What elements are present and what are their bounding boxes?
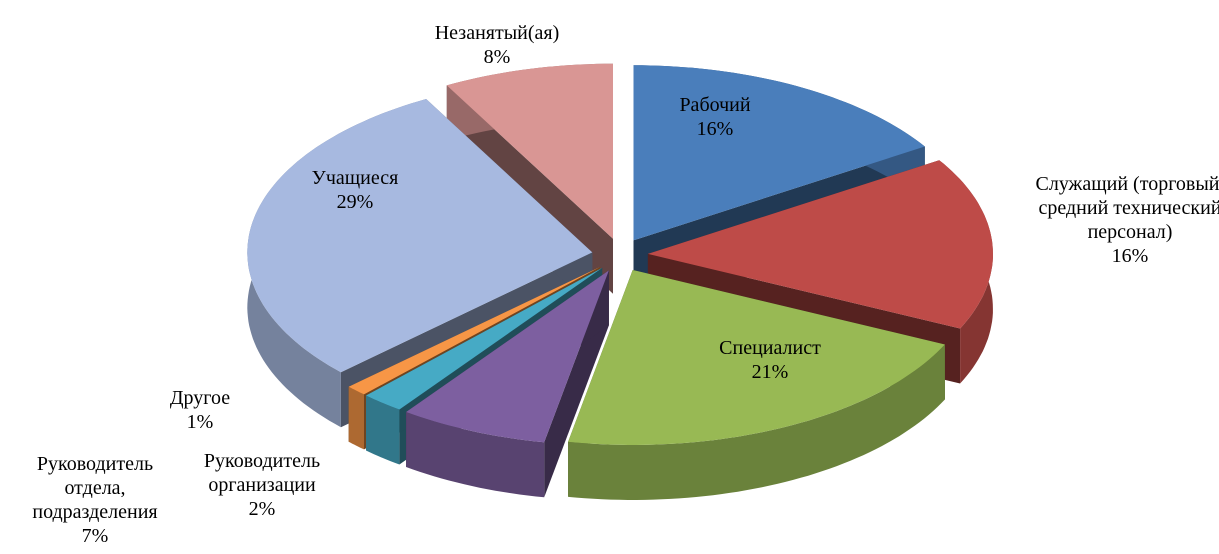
label-value: 1%	[186, 411, 214, 433]
data-label: Другое 1%	[140, 386, 260, 434]
slice-rim	[366, 395, 400, 465]
label-name: Руководитель отдела, подразделения	[32, 453, 158, 523]
label-name: Другое	[169, 387, 231, 409]
label-value: 29%	[336, 191, 374, 213]
data-label: Специалист 21%	[670, 336, 870, 384]
label-value: 21%	[751, 361, 789, 383]
slice	[446, 63, 613, 239]
slice	[366, 267, 603, 410]
slice	[568, 270, 945, 445]
data-label: Руководитель отдела, подразделения 7%	[5, 452, 185, 548]
label-value: 16%	[696, 118, 734, 140]
data-label: Рабочий 16%	[615, 93, 815, 141]
slice	[647, 160, 993, 329]
label-name: Служащий (торговый, средний технический …	[1035, 173, 1219, 243]
label-value: 7%	[81, 525, 109, 547]
label-name: Незанятый(ая)	[434, 22, 560, 44]
label-value: 16%	[1111, 245, 1149, 267]
label-name: Специалист	[719, 337, 821, 359]
slice	[247, 99, 593, 373]
slice-rim	[406, 412, 545, 498]
data-label: Служащий (торговый, средний технический …	[1025, 172, 1219, 268]
slice	[406, 270, 609, 443]
slice-rim	[568, 344, 945, 500]
label-value: 2%	[248, 498, 276, 520]
slice	[348, 266, 601, 395]
data-label: Незанятый(ая) 8%	[397, 21, 597, 69]
data-label: Руководитель организации 2%	[177, 449, 347, 521]
slice	[633, 65, 925, 241]
label-name: Учащиеся	[311, 167, 399, 189]
label-name: Рабочий	[679, 94, 751, 116]
label-value: 8%	[483, 46, 511, 68]
label-name: Руководитель организации	[203, 450, 321, 496]
slice-rim	[348, 386, 364, 450]
data-label: Учащиеся 29%	[255, 166, 455, 214]
